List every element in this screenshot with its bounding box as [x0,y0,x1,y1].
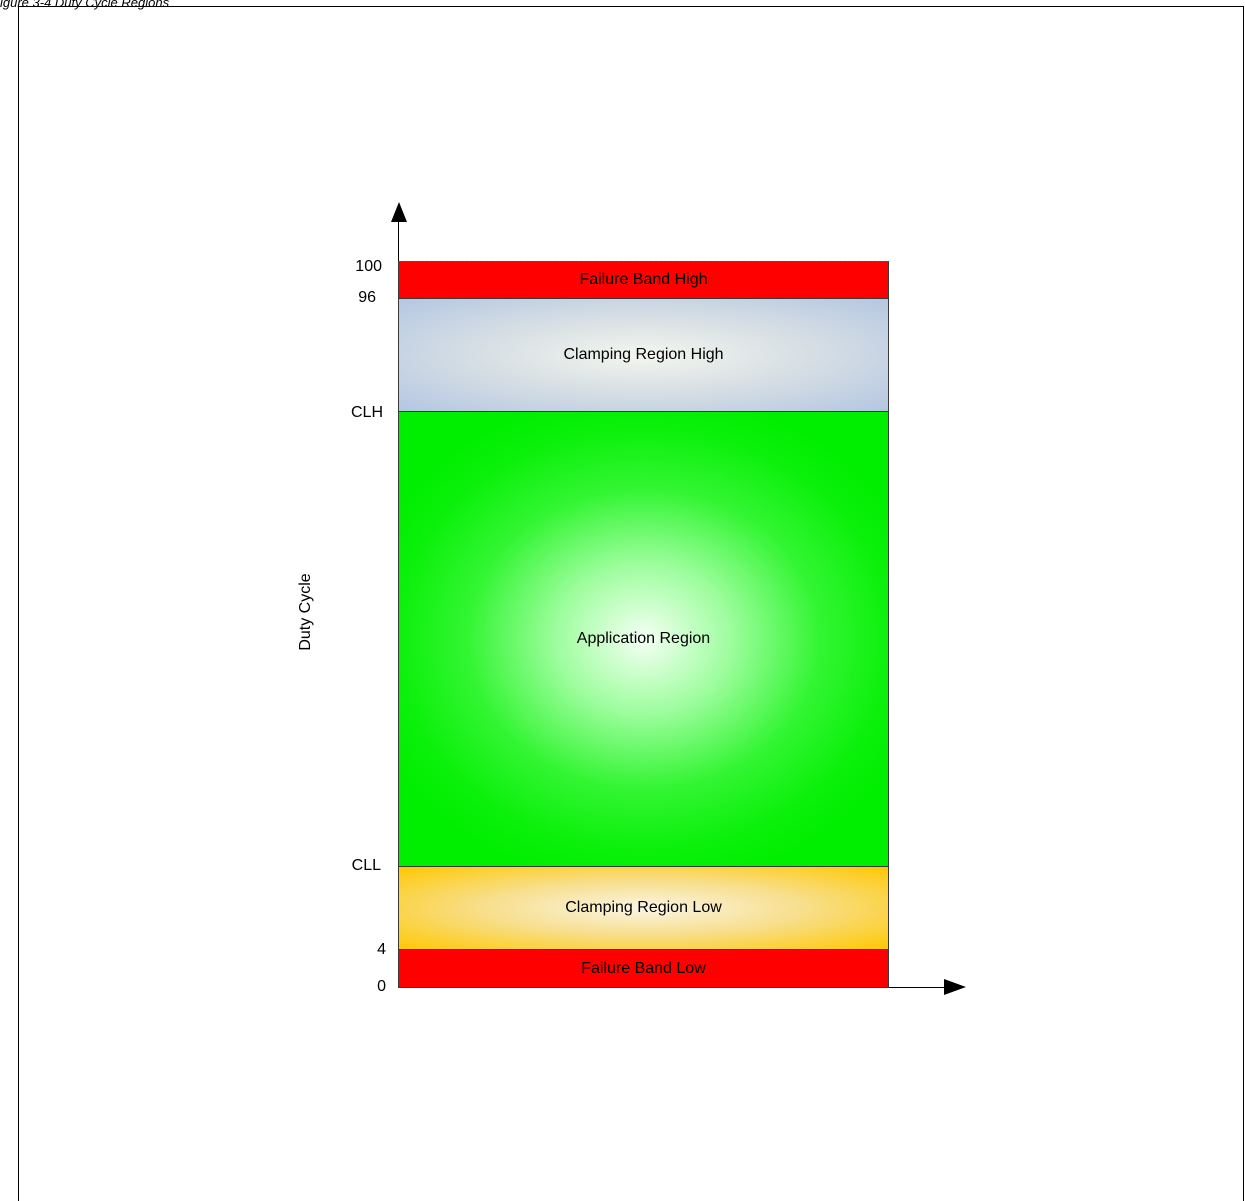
clamping-region-high: Clamping Region High [398,298,889,412]
tick-100: 100 [355,258,382,275]
clamping-region-low: Clamping Region Low [398,866,889,950]
tick-96: 96 [358,289,376,306]
tick-0: 0 [377,978,386,995]
x-axis-arrow-icon [944,979,966,995]
tick-clh: CLH [350,404,383,421]
clamping-region-high-label: Clamping Region High [563,346,724,363]
failure-band-high-label: Failure Band High [579,271,708,288]
tick-cll: CLL [351,857,381,874]
figure-frame [18,6,1244,1201]
application-region-label: Application Region [576,630,711,647]
y-axis-label: Duty Cycle [297,573,314,651]
figure-caption: igure 3-4 Duty Cycle Regions [0,0,170,10]
failure-band-low-label: Failure Band Low [581,959,706,977]
application-region: Application Region [398,411,889,867]
failure-band-low: Failure Band Low [398,949,889,988]
tick-4: 4 [377,941,386,958]
failure-band-high: Failure Band High [398,261,889,299]
y-axis-arrow-icon [391,202,407,222]
clamping-region-low-label: Clamping Region Low [565,899,722,916]
